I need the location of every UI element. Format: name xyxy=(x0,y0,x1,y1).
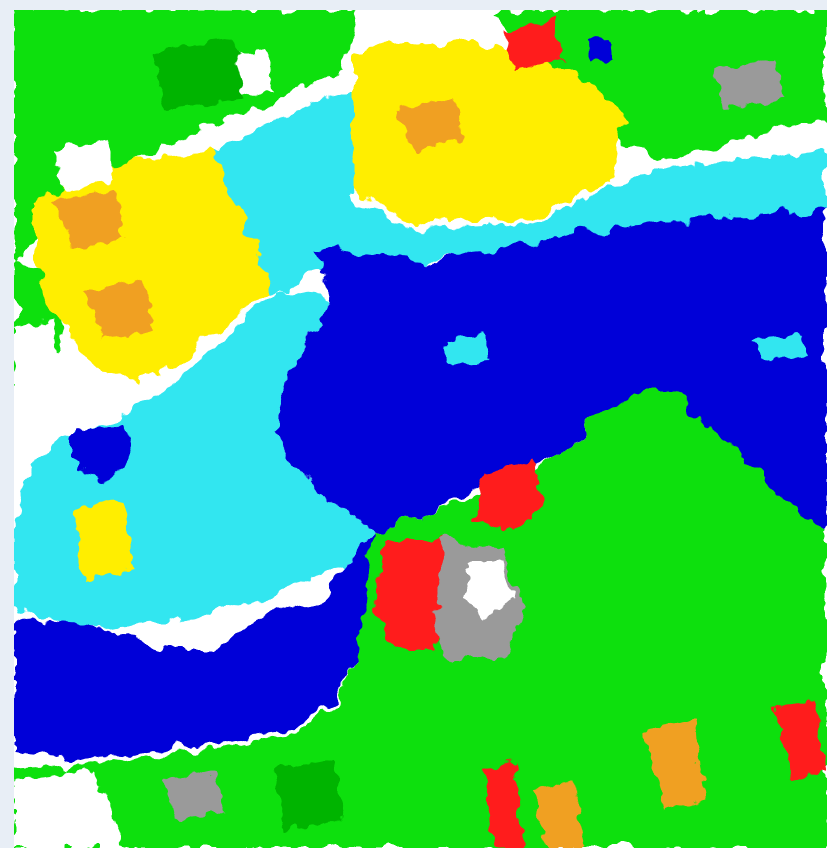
sediment-top xyxy=(354,40,624,225)
light-gray-patch xyxy=(464,560,514,620)
deep-water-main xyxy=(14,210,827,760)
white-patch-bottom-left xyxy=(14,770,124,848)
deep-water-left-blob xyxy=(74,420,134,480)
red-edge-bottom xyxy=(484,760,524,848)
red-edge-top xyxy=(504,20,564,70)
bare-red-patch-2 xyxy=(474,460,544,530)
vegetation-top-right xyxy=(494,10,827,160)
wet-soil-patch-bottom xyxy=(644,720,704,810)
dark-vegetation-top-left xyxy=(154,40,244,110)
white-patch-top-left xyxy=(54,140,114,190)
wet-soil-patch-bottom-2 xyxy=(534,780,584,848)
red-edge-bottom-2 xyxy=(774,700,827,780)
shallow-water-speck-1 xyxy=(754,335,809,360)
shallow-water-upper xyxy=(14,90,827,630)
classification-map xyxy=(14,10,827,848)
wet-soil-patch-left-2 xyxy=(84,280,154,340)
dark-vegetation-bottom xyxy=(274,760,344,830)
white-patch-left xyxy=(14,320,64,420)
wet-soil-patch-top xyxy=(394,100,464,150)
deep-water-speck-top xyxy=(589,38,611,62)
shallow-water-speck-2 xyxy=(444,335,489,365)
bare-red-patch xyxy=(374,540,454,650)
gray-patch-top-right xyxy=(714,60,784,110)
wet-soil-patch-left xyxy=(54,190,124,250)
sediment-patch-left xyxy=(74,500,134,580)
gray-patch-bottom-left xyxy=(164,770,224,820)
